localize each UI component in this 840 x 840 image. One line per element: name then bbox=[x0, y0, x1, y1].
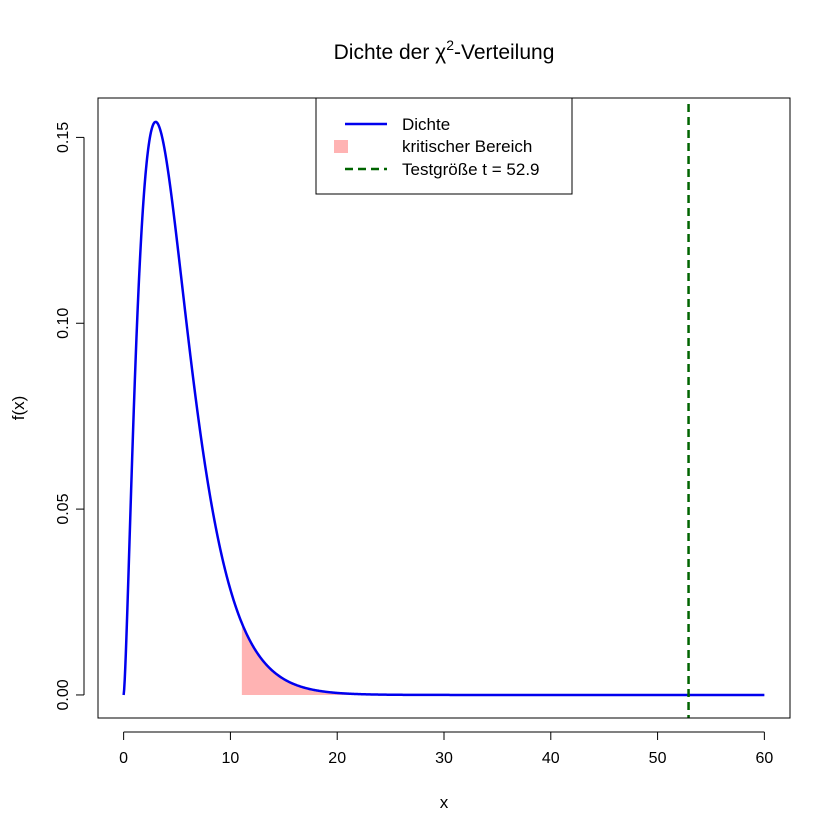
x-tick-label: 40 bbox=[542, 750, 560, 767]
y-axis: 0.00 0.05 0.10 0.15 bbox=[55, 122, 85, 711]
x-tick-label: 20 bbox=[328, 750, 346, 767]
legend-label-critical-region: kritischer Bereich bbox=[402, 137, 532, 156]
y-tick-label: 0.15 bbox=[55, 122, 72, 153]
legend-box-symbol bbox=[334, 140, 348, 153]
legend-box bbox=[315, 97, 573, 195]
legend-item-density: Dichte bbox=[345, 115, 450, 134]
x-tick-label: 60 bbox=[755, 750, 773, 767]
chart-title-prefix: Dichte der bbox=[334, 41, 436, 64]
plot-area bbox=[122, 104, 765, 718]
x-axis-label: x bbox=[440, 793, 449, 812]
x-tick-label: 30 bbox=[435, 750, 453, 767]
chart-title-suffix: -Verteilung bbox=[454, 41, 554, 64]
legend-item-test-statistic: Testgröße t = 52.9 bbox=[345, 160, 540, 179]
legend-item-critical-region: kritischer Bereich bbox=[334, 137, 532, 156]
x-axis: 0 10 20 30 40 50 60 bbox=[119, 731, 773, 767]
x-tick-label: 10 bbox=[222, 750, 240, 767]
legend: Dichte kritischer Bereich Testgröße t = … bbox=[315, 97, 573, 195]
critical-region-area bbox=[241, 623, 765, 695]
density-curve bbox=[122, 120, 765, 697]
x-tick-label: 0 bbox=[119, 750, 128, 767]
chart-title-symbol: χ bbox=[435, 41, 446, 64]
legend-label-density: Dichte bbox=[402, 115, 450, 134]
y-tick-label: 0.10 bbox=[55, 308, 72, 339]
chart-title-superscript: 2 bbox=[446, 37, 454, 53]
y-tick-label: 0.00 bbox=[55, 679, 72, 710]
legend-label-test-statistic: Testgröße t = 52.9 bbox=[402, 160, 540, 179]
y-tick-label: 0.05 bbox=[55, 493, 72, 524]
x-tick-label: 50 bbox=[649, 750, 667, 767]
chart-title: Dichte der χ2-Verteilung bbox=[334, 37, 555, 64]
y-axis-label: f(x) bbox=[9, 396, 28, 421]
